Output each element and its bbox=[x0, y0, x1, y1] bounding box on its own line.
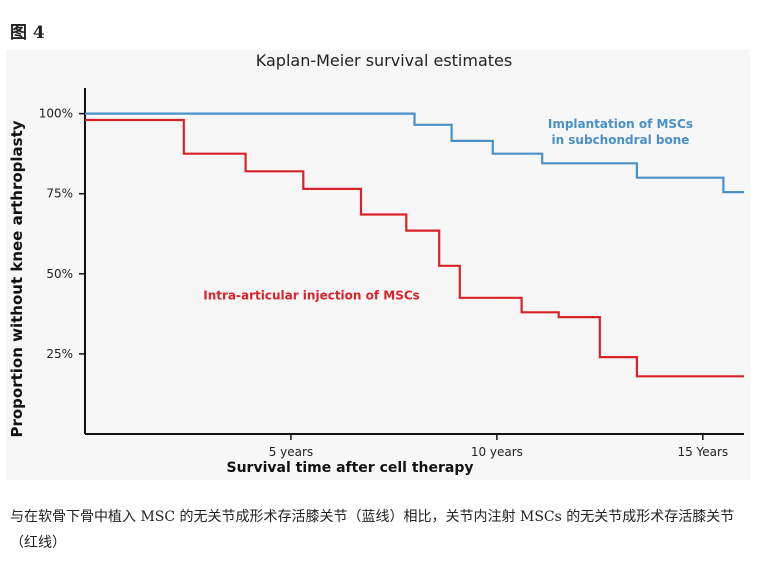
y-tick-label: 100% bbox=[39, 107, 73, 121]
kaplan-meier-chart: Kaplan-Meier survival estimates Proporti… bbox=[8, 51, 744, 476]
series-line-intra-articular-injection bbox=[85, 118, 744, 378]
figure-label: 图 4 bbox=[10, 23, 45, 43]
y-tick-label: 75% bbox=[46, 187, 73, 201]
series-label: Intra-articular injection of MSCs bbox=[203, 288, 420, 302]
series-label: Implantation of MSCs bbox=[548, 117, 693, 131]
series-layer bbox=[85, 112, 744, 378]
chart-title: Kaplan-Meier survival estimates bbox=[256, 51, 512, 70]
series-line-subchondral-implantation bbox=[85, 112, 744, 194]
x-tick-label: 15 Years bbox=[677, 445, 728, 459]
y-tick-label: 25% bbox=[46, 347, 73, 361]
series-labels: Implantation of MSCs in subchondral bone I… bbox=[203, 117, 693, 302]
y-tick-label: 50% bbox=[46, 267, 73, 281]
y-axis-title: Proportion without knee arthroplasty bbox=[8, 120, 26, 437]
series-label: in subchondral bone bbox=[551, 133, 689, 147]
x-tick-label: 5 years bbox=[269, 445, 313, 459]
x-tick-label: 10 years bbox=[471, 445, 523, 459]
figure-caption: 与在软骨下骨中植入 MSC 的无关节成形术存活膝关节（蓝线）相比，关节内注射 M… bbox=[10, 509, 735, 551]
chart-panel: Kaplan-Meier survival estimates Proporti… bbox=[6, 50, 750, 480]
axis-ticks: 100% 75% 50% 25% 5 years 10 years 15 Years bbox=[39, 107, 729, 459]
x-axis-title: Survival time after cell therapy bbox=[227, 460, 474, 476]
